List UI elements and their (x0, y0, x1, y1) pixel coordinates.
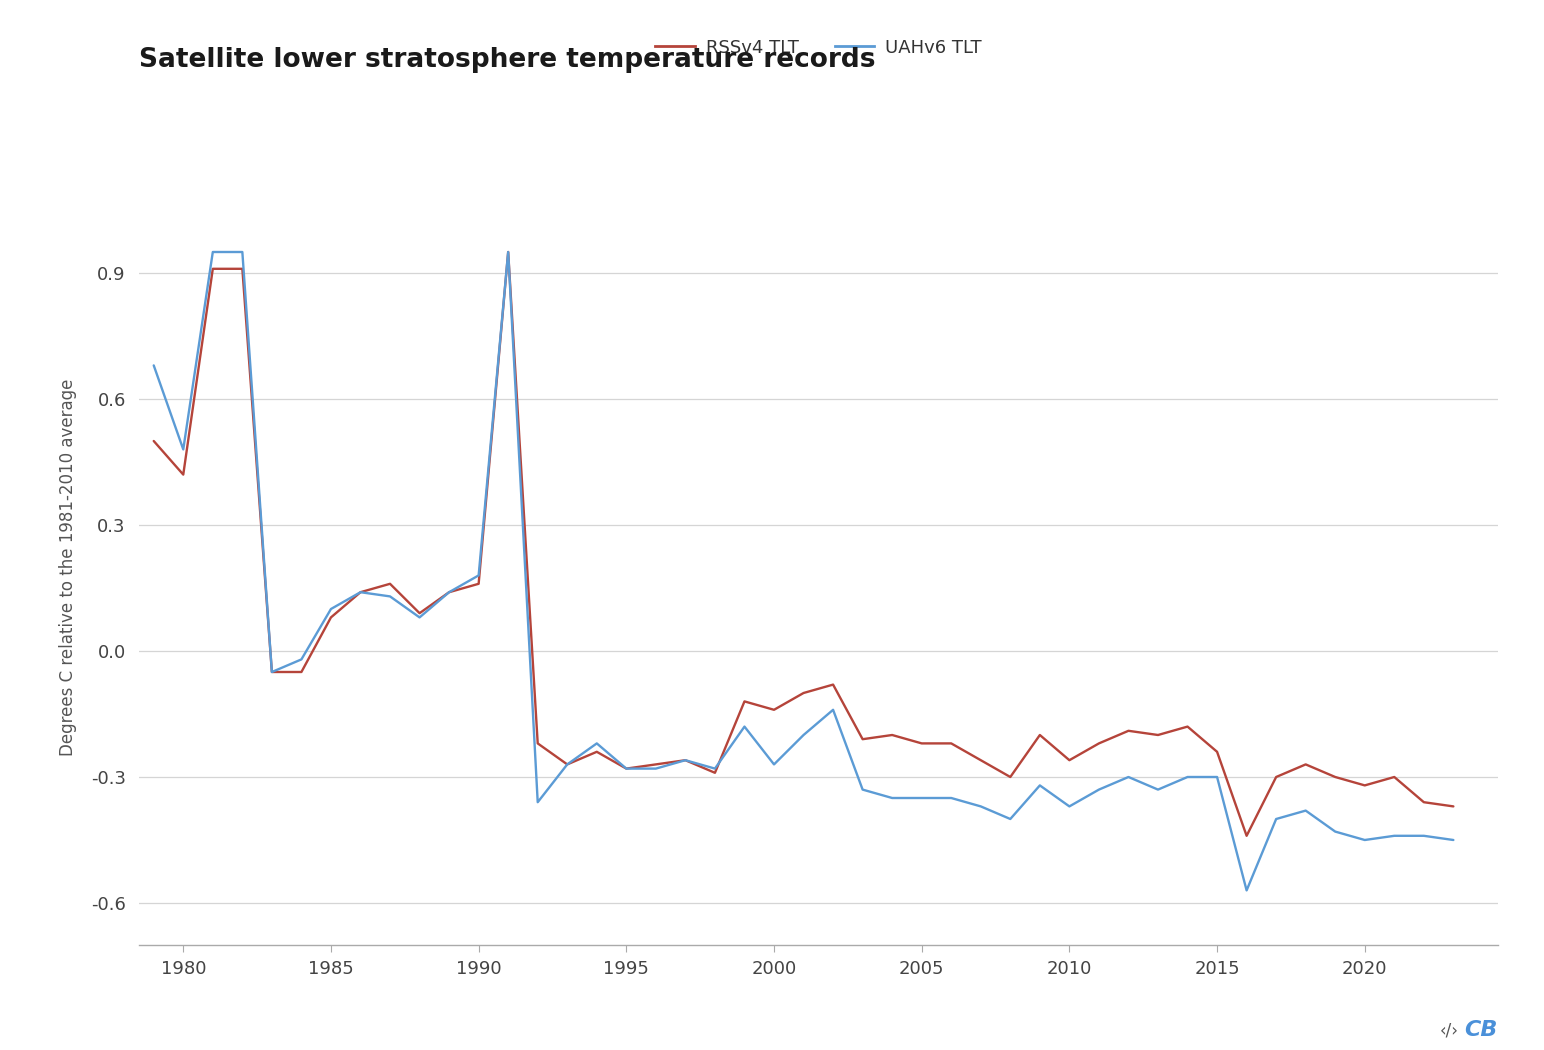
UAHv6 TLT (1119, 771, 1138, 783)
RSSv4 TLT (204, 262, 222, 275)
UAHv6 TLT (1001, 813, 1019, 825)
RSSv4 TLT (1237, 830, 1255, 842)
UAHv6 TLT (557, 758, 576, 771)
RSSv4 TLT (528, 737, 547, 750)
UAHv6 TLT (262, 666, 281, 678)
UAHv6 TLT (913, 792, 931, 804)
RSSv4 TLT (174, 468, 193, 481)
RSSv4 TLT (1297, 758, 1315, 771)
Y-axis label: Degrees C relative to the 1981-2010 average: Degrees C relative to the 1981-2010 aver… (59, 378, 77, 756)
UAHv6 TLT (1090, 783, 1109, 796)
Text: Satellite lower stratosphere temperature records: Satellite lower stratosphere temperature… (139, 47, 875, 74)
RSSv4 TLT (1444, 800, 1462, 813)
RSSv4 TLT (1030, 729, 1048, 741)
UAHv6 TLT (1326, 825, 1345, 838)
RSSv4 TLT (1061, 754, 1079, 766)
UAHv6 TLT (971, 800, 990, 813)
RSSv4 TLT (854, 733, 872, 746)
UAHv6 TLT (528, 796, 547, 808)
UAHv6 TLT (469, 569, 488, 582)
UAHv6 TLT (1237, 884, 1255, 897)
RSSv4 TLT (499, 246, 517, 258)
UAHv6 TLT (1385, 830, 1403, 842)
Line: RSSv4 TLT: RSSv4 TLT (154, 252, 1453, 836)
UAHv6 TLT (794, 729, 812, 741)
UAHv6 TLT (321, 603, 340, 615)
UAHv6 TLT (145, 359, 164, 372)
RSSv4 TLT (1001, 771, 1019, 783)
RSSv4 TLT (883, 729, 902, 741)
UAHv6 TLT (1149, 783, 1167, 796)
RSSv4 TLT (618, 762, 636, 775)
UAHv6 TLT (411, 611, 429, 624)
RSSv4 TLT (676, 754, 695, 766)
Legend: RSSv4 TLT, UAHv6 TLT: RSSv4 TLT, UAHv6 TLT (648, 32, 988, 64)
RSSv4 TLT (469, 578, 488, 590)
RSSv4 TLT (1207, 746, 1226, 758)
RSSv4 TLT (440, 586, 459, 598)
UAHv6 TLT (854, 783, 872, 796)
UAHv6 TLT (440, 586, 459, 598)
UAHv6 TLT (824, 704, 843, 716)
UAHv6 TLT (706, 762, 724, 775)
UAHv6 TLT (764, 758, 783, 771)
UAHv6 TLT (618, 762, 636, 775)
RSSv4 TLT (381, 578, 400, 590)
RSSv4 TLT (1326, 771, 1345, 783)
RSSv4 TLT (647, 758, 665, 771)
UAHv6 TLT (1414, 830, 1433, 842)
RSSv4 TLT (321, 611, 340, 624)
UAHv6 TLT (735, 720, 753, 733)
RSSv4 TLT (1385, 771, 1403, 783)
UAHv6 TLT (647, 762, 665, 775)
UAHv6 TLT (381, 590, 400, 603)
UAHv6 TLT (1268, 813, 1286, 825)
Text: ‹/›: ‹/› (1441, 1022, 1459, 1040)
RSSv4 TLT (350, 586, 369, 598)
RSSv4 TLT (557, 758, 576, 771)
UAHv6 TLT (233, 246, 252, 258)
UAHv6 TLT (499, 246, 517, 258)
RSSv4 TLT (1119, 724, 1138, 737)
UAHv6 TLT (204, 246, 222, 258)
RSSv4 TLT (971, 754, 990, 766)
UAHv6 TLT (174, 443, 193, 456)
RSSv4 TLT (411, 607, 429, 620)
UAHv6 TLT (1207, 771, 1226, 783)
RSSv4 TLT (1268, 771, 1286, 783)
RSSv4 TLT (794, 687, 812, 699)
RSSv4 TLT (942, 737, 960, 750)
RSSv4 TLT (262, 666, 281, 678)
RSSv4 TLT (824, 678, 843, 691)
UAHv6 TLT (883, 792, 902, 804)
UAHv6 TLT (1178, 771, 1197, 783)
RSSv4 TLT (1414, 796, 1433, 808)
UAHv6 TLT (1356, 834, 1374, 846)
RSSv4 TLT (706, 766, 724, 779)
UAHv6 TLT (676, 754, 695, 766)
UAHv6 TLT (292, 653, 310, 666)
UAHv6 TLT (588, 737, 607, 750)
RSSv4 TLT (913, 737, 931, 750)
RSSv4 TLT (292, 666, 310, 678)
UAHv6 TLT (942, 792, 960, 804)
UAHv6 TLT (350, 586, 369, 598)
Line: UAHv6 TLT: UAHv6 TLT (154, 252, 1453, 890)
RSSv4 TLT (588, 746, 607, 758)
UAHv6 TLT (1030, 779, 1048, 792)
RSSv4 TLT (233, 262, 252, 275)
UAHv6 TLT (1444, 834, 1462, 846)
UAHv6 TLT (1297, 804, 1315, 817)
RSSv4 TLT (764, 704, 783, 716)
RSSv4 TLT (1178, 720, 1197, 733)
RSSv4 TLT (735, 695, 753, 708)
Text: CB: CB (1464, 1020, 1498, 1040)
RSSv4 TLT (1356, 779, 1374, 792)
RSSv4 TLT (1149, 729, 1167, 741)
RSSv4 TLT (1090, 737, 1109, 750)
UAHv6 TLT (1061, 800, 1079, 813)
RSSv4 TLT (145, 435, 164, 447)
